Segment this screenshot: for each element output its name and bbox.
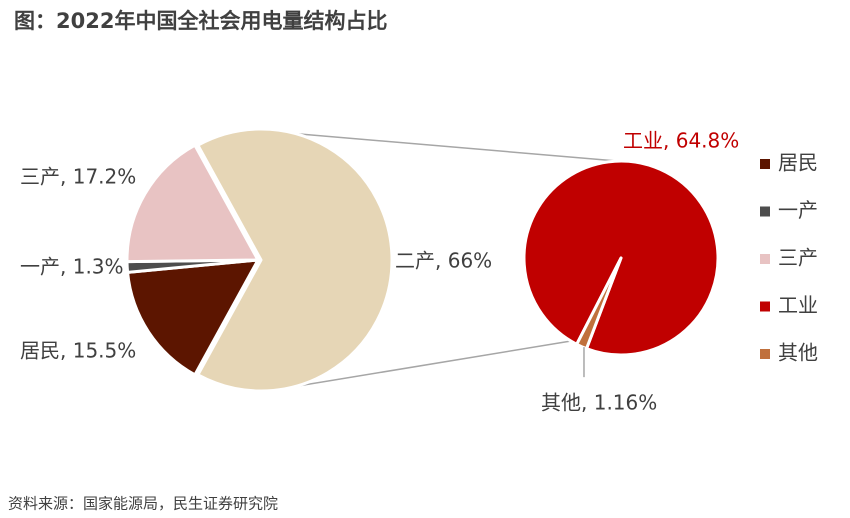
- legend-swatch: [760, 301, 770, 312]
- connector-line: [295, 340, 572, 388]
- connector-line: [295, 132, 618, 162]
- pie-slice: [125, 143, 260, 264]
- pie-slice: [196, 127, 394, 393]
- legend-label: 一产: [778, 198, 818, 222]
- legend-swatch: [760, 254, 770, 264]
- legend-swatch: [760, 159, 770, 169]
- data-label: 一产, 1.3%: [20, 255, 124, 279]
- data-label: 三产, 17.2%: [20, 165, 136, 189]
- legend-label: 三产: [778, 246, 818, 270]
- legend-swatch: [760, 349, 770, 359]
- legend-label: 其他: [778, 341, 818, 365]
- source-note: 资料来源：国家能源局，民生证券研究院: [8, 495, 278, 513]
- legend-swatch: [760, 206, 770, 217]
- data-label: 其他, 1.16%: [541, 391, 657, 415]
- legend-label: 居民: [778, 151, 818, 175]
- data-label: 二产, 66%: [395, 249, 492, 273]
- chart-title: 图：2022年中国全社会用电量结构占比: [14, 9, 387, 33]
- data-label: 居民, 15.5%: [20, 339, 136, 363]
- pie-slice: [126, 258, 260, 377]
- data-label: 工业, 64.8%: [623, 129, 739, 153]
- legend-label: 工业: [778, 293, 818, 317]
- pie-slice: [575, 256, 623, 351]
